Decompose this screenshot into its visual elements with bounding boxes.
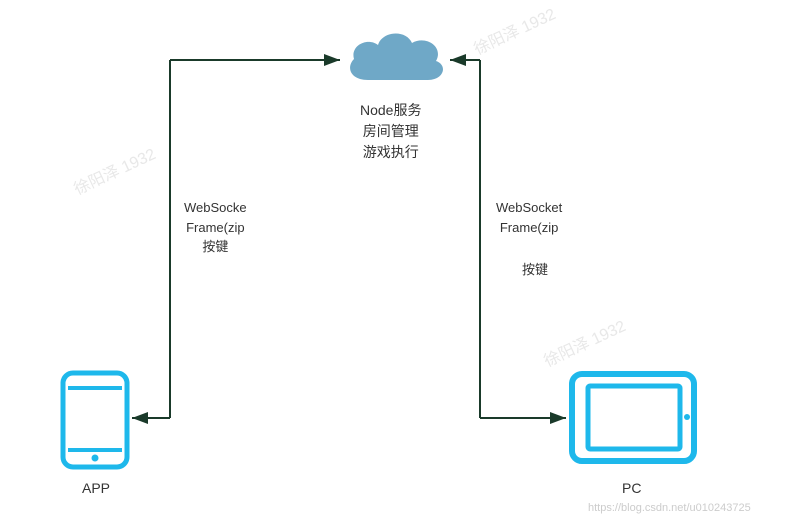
edge-right-label-b: 按键	[522, 260, 548, 280]
phone-icon	[60, 370, 130, 470]
app-label: APP	[82, 480, 110, 496]
pc-node	[568, 370, 698, 470]
app-node	[60, 370, 130, 475]
tablet-icon	[568, 370, 698, 465]
source-url: https://blog.csdn.net/u010243725	[588, 502, 751, 514]
edge-label-line: 按键	[522, 262, 548, 277]
edge-label-line: Frame(zip	[500, 220, 559, 235]
edge-label-line: WebSocket	[496, 200, 562, 215]
edge-right-label-a: WebSocket Frame(zip	[496, 198, 562, 237]
pc-label: PC	[622, 480, 641, 496]
